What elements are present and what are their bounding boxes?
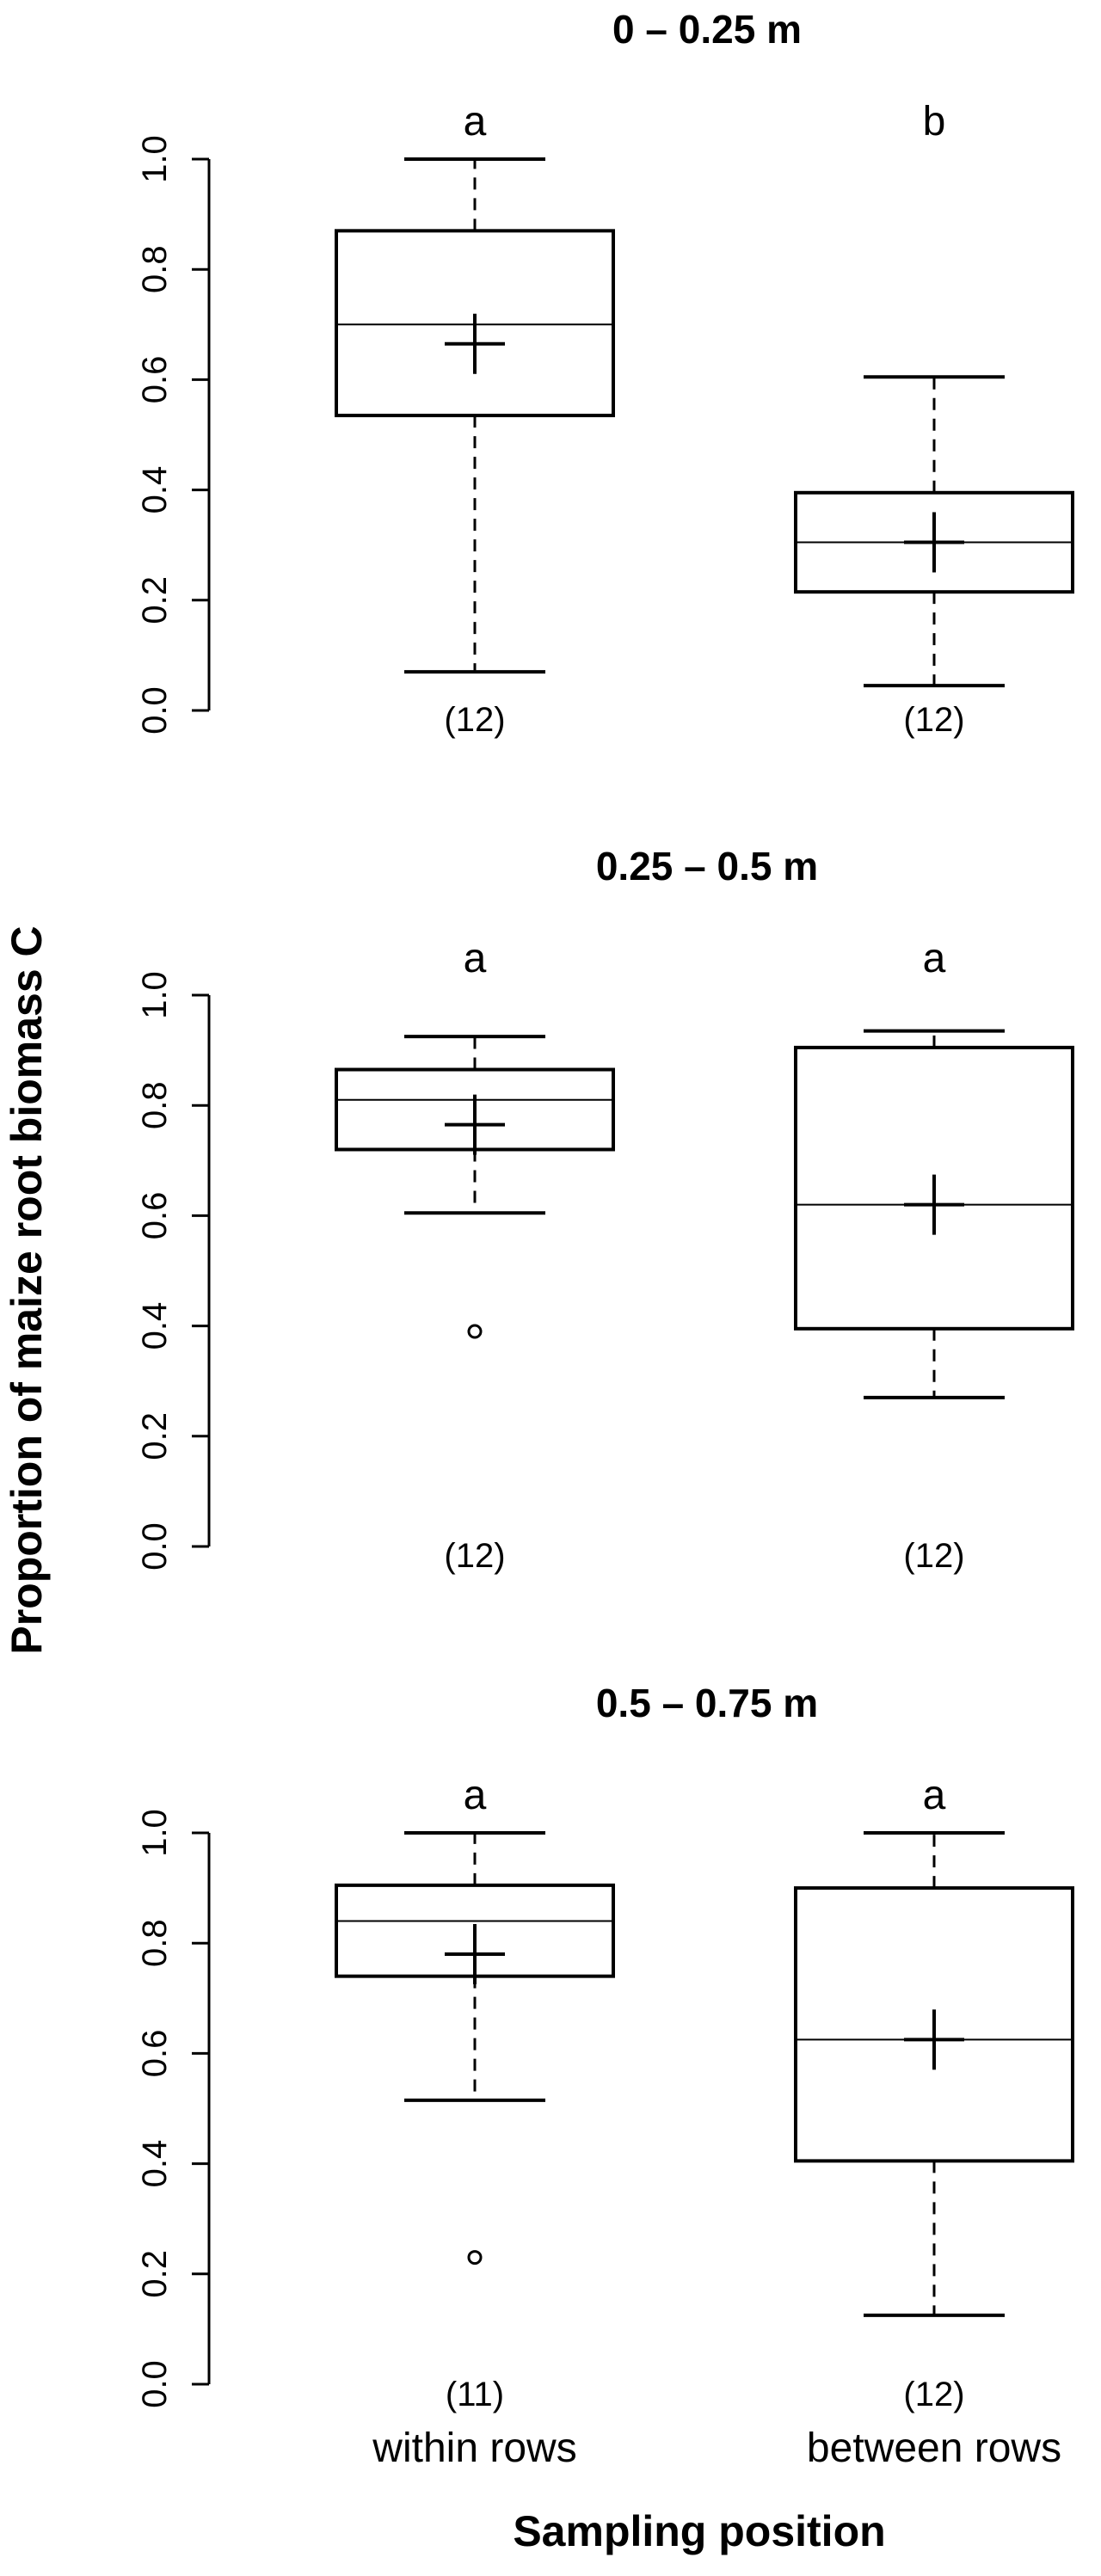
significance-letter: b: [923, 99, 946, 144]
significance-letter: a: [923, 1773, 946, 1818]
box-within-rows: (12) a: [335, 99, 615, 739]
outlier-point: [467, 1324, 483, 1339]
y-tick-label: 0.4: [136, 1302, 174, 1350]
sample-size-label: (12): [903, 1537, 964, 1575]
significance-letter: a: [923, 936, 946, 981]
y-tick-label: 0.2: [136, 2250, 174, 2298]
x-category-label: between rows: [807, 2425, 1061, 2471]
sample-size-label: (12): [903, 701, 964, 739]
y-tick-label: 0.0: [136, 1522, 174, 1571]
x-category-label: within rows: [372, 2425, 576, 2471]
y-tick-label: 1.0: [136, 971, 174, 1019]
box-within-rows: (11) a: [335, 1773, 615, 2413]
significance-letter: a: [464, 1773, 487, 1818]
y-tick-label: 0.4: [136, 466, 174, 514]
y-axis-title: Proportion of maize root biomass C: [3, 925, 51, 1654]
y-tick-label: 1.0: [136, 1809, 174, 1857]
y-tick-label: 0.8: [136, 245, 174, 293]
box-within-rows: (12) a: [335, 936, 615, 1575]
panel-1: 0 – 0.25 m 0.0 0.2 0.4 0.6 0.8 1.0 (12) a (12) b: [136, 7, 1074, 739]
y-tick-label: 0.6: [136, 2030, 174, 2078]
y-tick-label: 0.0: [136, 686, 174, 735]
y-tick-label: 0.6: [136, 356, 174, 404]
panel-title: 0 – 0.25 m: [612, 7, 802, 52]
panel-3: 0.5 – 0.75 m 0.0 0.2 0.4 0.6 0.8 1.0 (11) a (12) a: [136, 1681, 1074, 2413]
y-tick-label: 1.0: [136, 135, 174, 183]
y-tick-label: 0.2: [136, 1412, 174, 1460]
box-between-rows: (12) b: [794, 99, 1074, 739]
significance-letter: a: [464, 936, 487, 981]
panel-title: 0.5 – 0.75 m: [596, 1681, 818, 1725]
y-tick-label: 0.8: [136, 1919, 174, 1967]
significance-letter: a: [464, 99, 487, 144]
box-between-rows: (12) a: [794, 1773, 1074, 2413]
y-tick-label: 0.2: [136, 576, 174, 624]
sample-size-label: (12): [903, 2376, 964, 2413]
box-between-rows: (12) a: [794, 936, 1074, 1575]
y-tick-label: 0.0: [136, 2360, 174, 2408]
panels-group: 0 – 0.25 m 0.0 0.2 0.4 0.6 0.8 1.0 (12) a (12) b 0.…: [136, 7, 1074, 2471]
sample-size-label: (12): [444, 1537, 505, 1575]
y-tick-label: 0.4: [136, 2140, 174, 2188]
y-tick-label: 0.6: [136, 1192, 174, 1240]
x-axis-title: Sampling position: [513, 2507, 885, 2555]
y-tick-label: 0.8: [136, 1081, 174, 1129]
panel-title: 0.25 – 0.5 m: [596, 844, 818, 888]
outlier-point: [467, 2250, 483, 2266]
panel-2: 0.25 – 0.5 m 0.0 0.2 0.4 0.6 0.8 1.0 (12) a (12) a: [136, 844, 1074, 1575]
sample-size-label: (12): [444, 701, 505, 739]
sample-size-label: (11): [446, 2376, 504, 2413]
